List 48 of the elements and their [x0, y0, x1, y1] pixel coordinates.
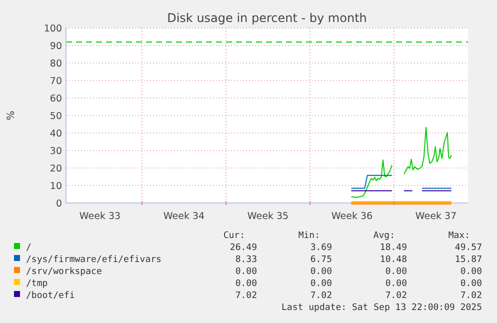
- text: 7.02: [310, 291, 332, 301]
- text: Last update: Sat Sep 13 22:00:09 2025: [282, 303, 482, 313]
- text: 3.69: [310, 243, 332, 253]
- chart-title: Disk usage in percent - by month: [167, 11, 367, 25]
- text: 7.02: [460, 291, 482, 301]
- text: 0.00: [385, 279, 407, 289]
- legend-label: /srv/workspace: [26, 267, 102, 277]
- text: 18.49: [380, 243, 407, 253]
- x-tick-label: Week 33: [79, 211, 121, 222]
- text: 15.87: [454, 255, 482, 265]
- text: 26.49: [230, 243, 257, 253]
- y-tick-label: 80: [50, 58, 62, 70]
- x-tick-label: Week 37: [415, 211, 457, 222]
- text: Min:: [298, 231, 320, 241]
- text: Cur:: [223, 231, 245, 241]
- text: 7.02: [235, 291, 257, 301]
- legend-label: /boot/efi: [26, 291, 75, 301]
- x-tick-label: Week 34: [163, 211, 205, 222]
- text: 0.00: [235, 279, 257, 289]
- x-tick-label: Week 36: [331, 211, 373, 222]
- y-tick-label: 0: [56, 198, 62, 210]
- y-tick-label: 90: [50, 41, 62, 52]
- x-tick-label: Week 35: [247, 211, 289, 222]
- text: 0.00: [310, 267, 332, 277]
- text: 8.33: [235, 255, 257, 265]
- text: Avg:: [373, 231, 395, 241]
- text: 0.00: [460, 267, 482, 277]
- y-tick-label: 70: [50, 76, 62, 87]
- y-tick-label: 20: [50, 164, 62, 174]
- text: 6.75: [310, 255, 332, 265]
- y-tick-label: 50: [50, 111, 62, 122]
- y-tick-label: 10: [50, 181, 62, 192]
- text: Max:: [448, 231, 470, 241]
- y-tick-label: 100: [44, 24, 62, 34]
- text: 10.48: [380, 255, 407, 265]
- legend-label: /tmp: [26, 279, 48, 289]
- text: 0.00: [235, 267, 257, 277]
- legend-label: /sys/firmware/efi/efivars: [26, 255, 162, 265]
- text: 0.00: [460, 279, 482, 289]
- y-tick-label: 30: [50, 146, 62, 157]
- text: 0.00: [310, 279, 332, 289]
- text: 49.57: [454, 243, 482, 253]
- text: 7.02: [385, 291, 407, 301]
- y-tick-label: 40: [50, 128, 62, 140]
- y-tick-label: 60: [50, 94, 62, 104]
- legend-label: /: [26, 243, 32, 253]
- y-axis-title: %: [6, 110, 17, 120]
- text: 0.00: [385, 267, 407, 277]
